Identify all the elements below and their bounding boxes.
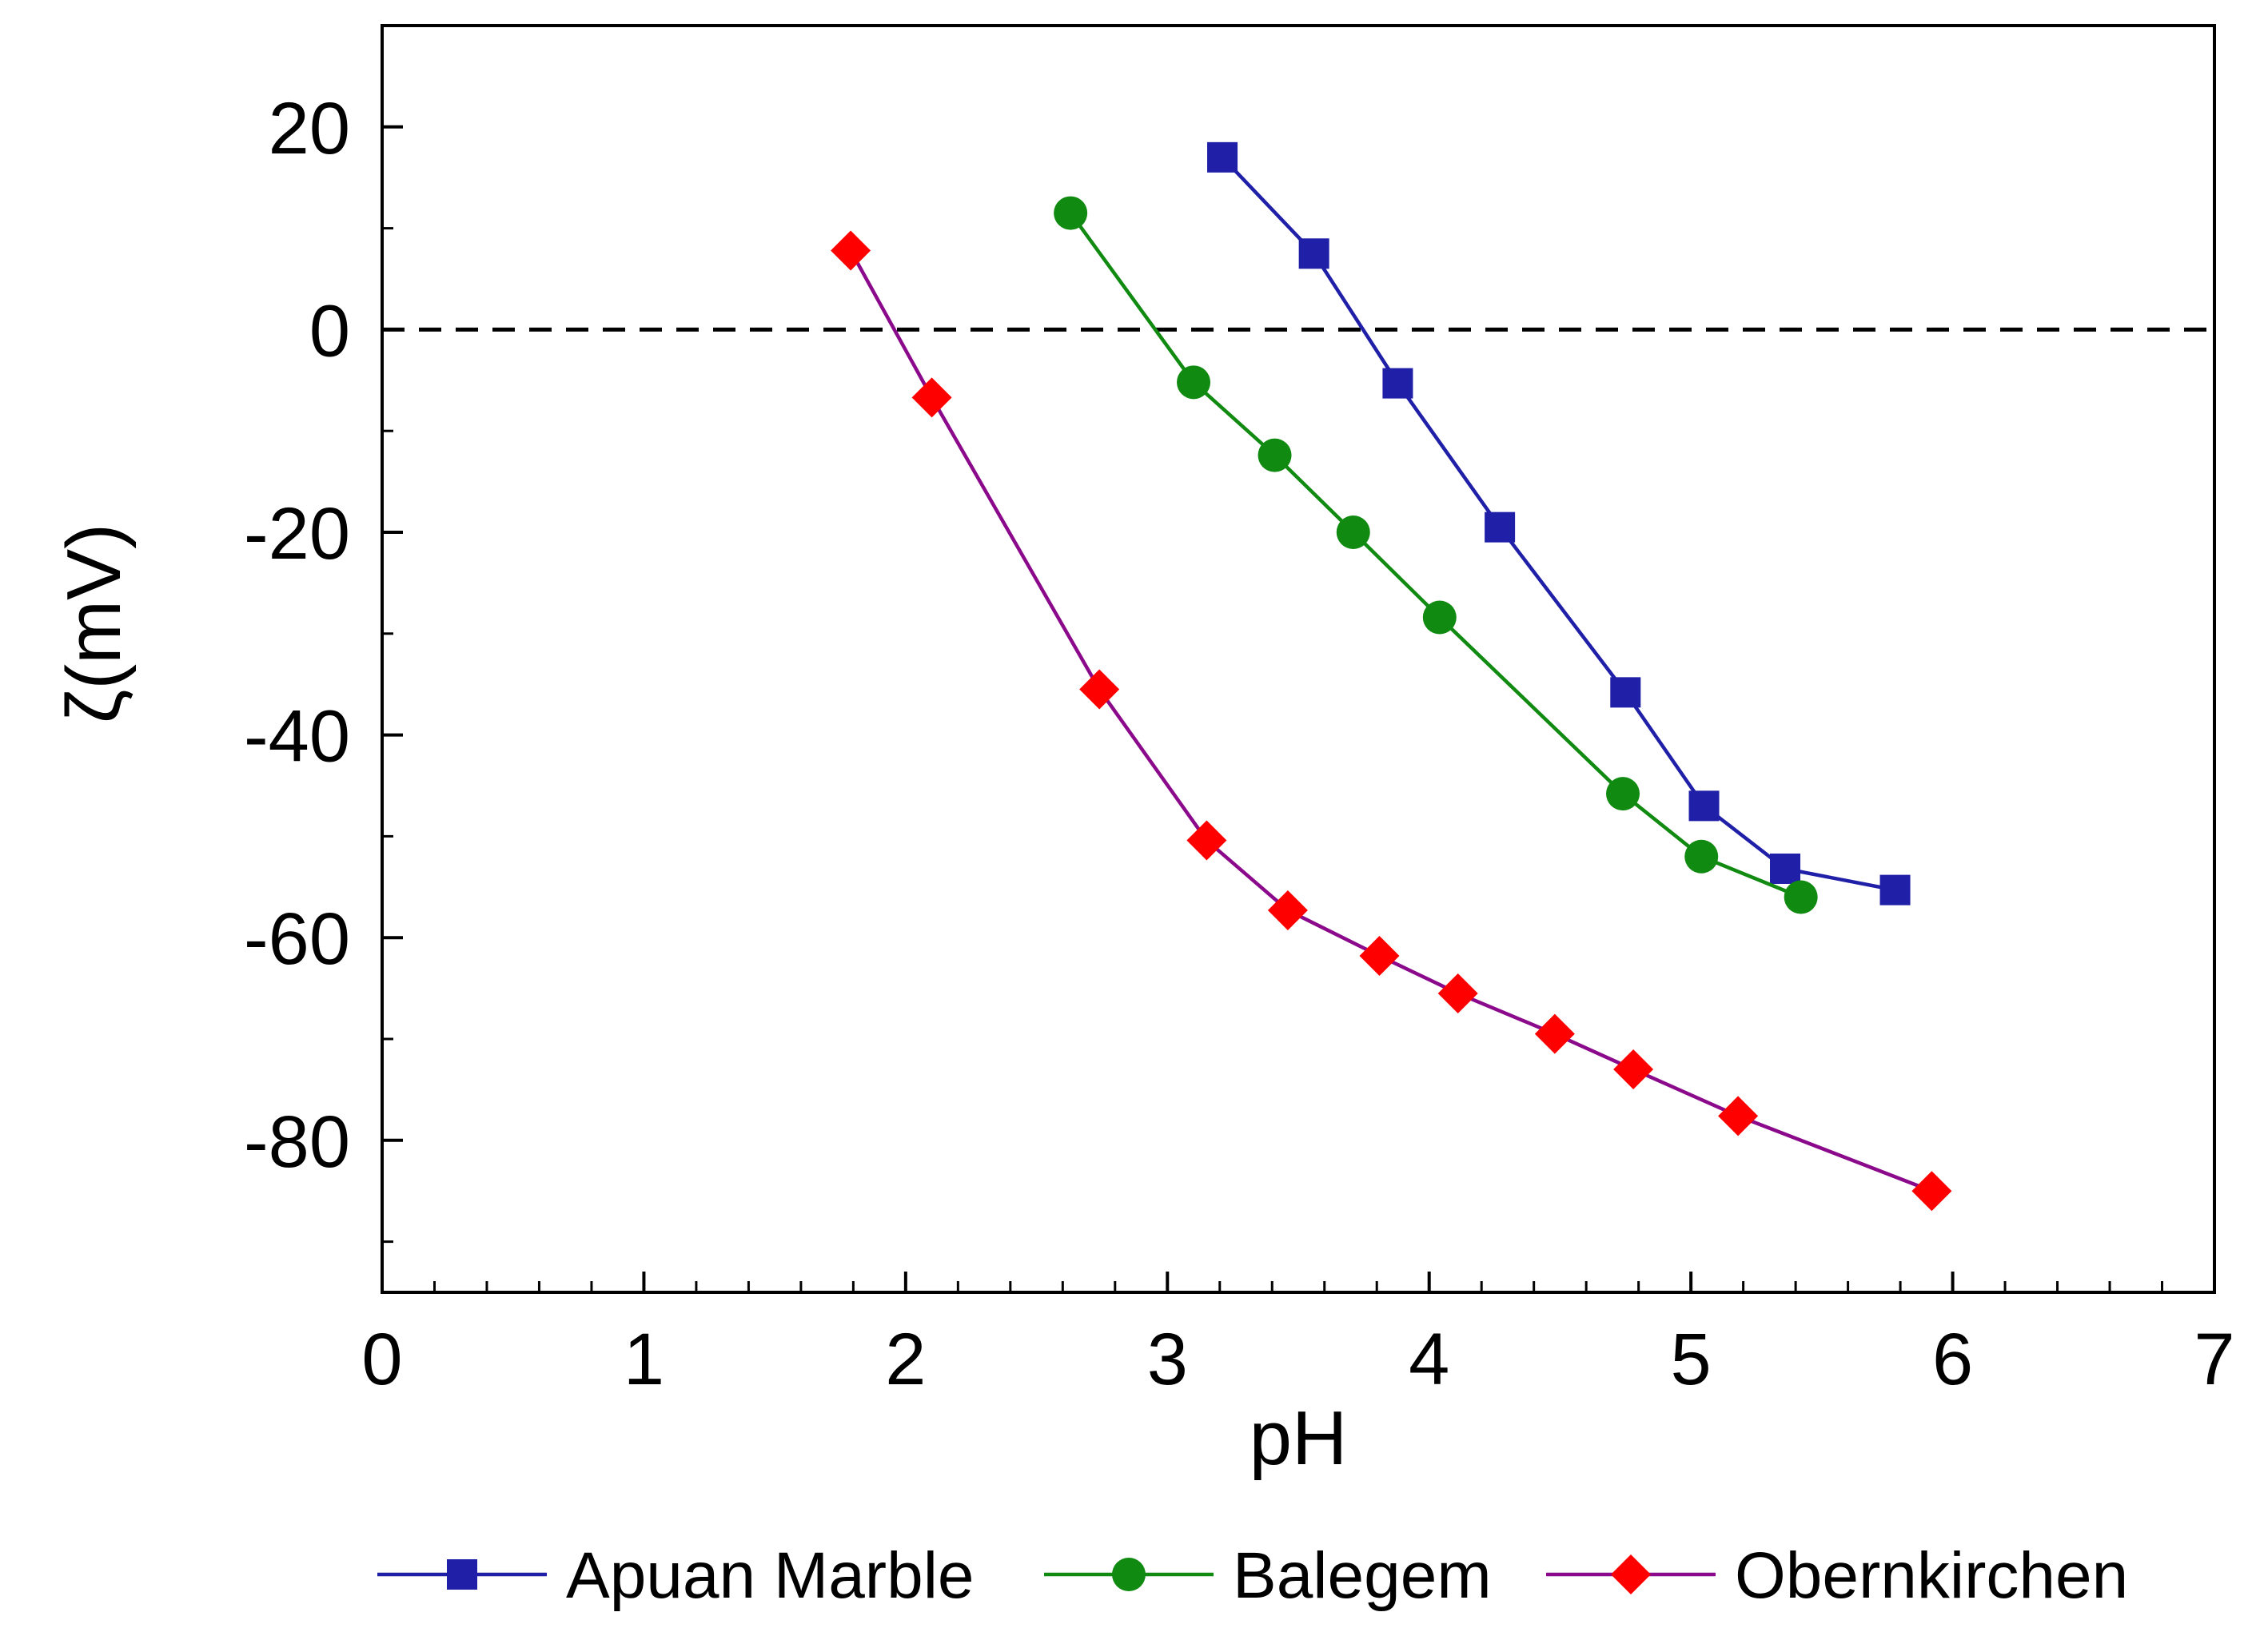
legend-marker [1112,1558,1146,1591]
x-tick-label: 3 [1147,1319,1188,1400]
data-point [1186,820,1227,861]
data-point [1770,853,1801,884]
x-tick-label: 5 [1671,1319,1712,1400]
data-point [1911,1171,1952,1212]
y-tick-label: -80 [244,1101,350,1183]
data-point [1054,196,1088,230]
data-point [1422,600,1457,635]
x-tick-label: 0 [361,1319,402,1400]
data-point [1298,238,1329,269]
data-point [1688,790,1720,822]
data-point [1267,890,1308,930]
y-tick-label: -20 [244,493,350,575]
x-tick-label: 4 [1409,1319,1449,1400]
legend-marker [1611,1554,1651,1594]
y-tick-label: 0 [309,290,350,372]
y-tick-label: -40 [244,696,350,778]
data-point [1613,1049,1654,1090]
data-point [1336,515,1370,549]
data-point [1718,1096,1759,1136]
data-point [1177,365,1211,400]
data-point [1606,777,1640,811]
data-point [1079,669,1120,710]
legend: Apuan Marble Balegem Obernkirchen [377,1539,2128,1612]
data-point [1207,141,1238,173]
x-tick-label: 6 [1932,1319,1973,1400]
y-tick-label: -60 [244,898,350,980]
x-tick-label: 2 [885,1319,926,1400]
data-point [831,230,871,271]
legend-label: Obernkirchen [1735,1539,2128,1612]
x-tick-label: 7 [2194,1319,2234,1400]
x-axis-ticks: 0 1 2 3 4 5 6 7 [361,1272,2235,1400]
legend-label: Balegem [1233,1539,1492,1612]
legend-item: Obernkirchen [1546,1539,2128,1612]
series-obernkirchen [831,230,1952,1212]
legend-label: Apuan Marble [566,1539,975,1612]
data-point [1437,973,1478,1013]
legend-marker [447,1559,477,1590]
data-point [1359,936,1400,977]
data-point [1684,839,1719,874]
y-axis-title: ζ(mV) [51,523,137,723]
series-balegem [1054,196,1818,914]
data-point [1258,438,1292,472]
series-apuan-marble [1207,141,1911,906]
data-point [1879,874,1911,906]
data-point [1382,368,1413,399]
y-tick-label: 20 [269,88,350,169]
legend-item: Balegem [1044,1539,1492,1612]
y-axis-ticks: 20 0 -20 -40 -60 -80 [244,88,403,1244]
x-tick-label: 1 [624,1319,664,1400]
x-axis-title: pH [1250,1395,1348,1481]
plot-area [381,24,2216,1294]
legend-item: Apuan Marble [377,1539,975,1612]
data-point [911,377,952,418]
series-layer [831,141,1952,1212]
data-point [1784,880,1818,914]
data-point [1534,1013,1575,1054]
data-point [1485,511,1516,543]
data-point [1610,677,1641,708]
